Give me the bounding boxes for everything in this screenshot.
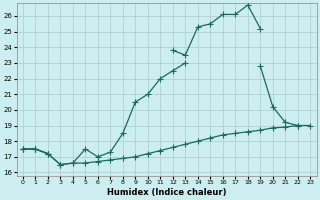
X-axis label: Humidex (Indice chaleur): Humidex (Indice chaleur) xyxy=(107,188,226,197)
